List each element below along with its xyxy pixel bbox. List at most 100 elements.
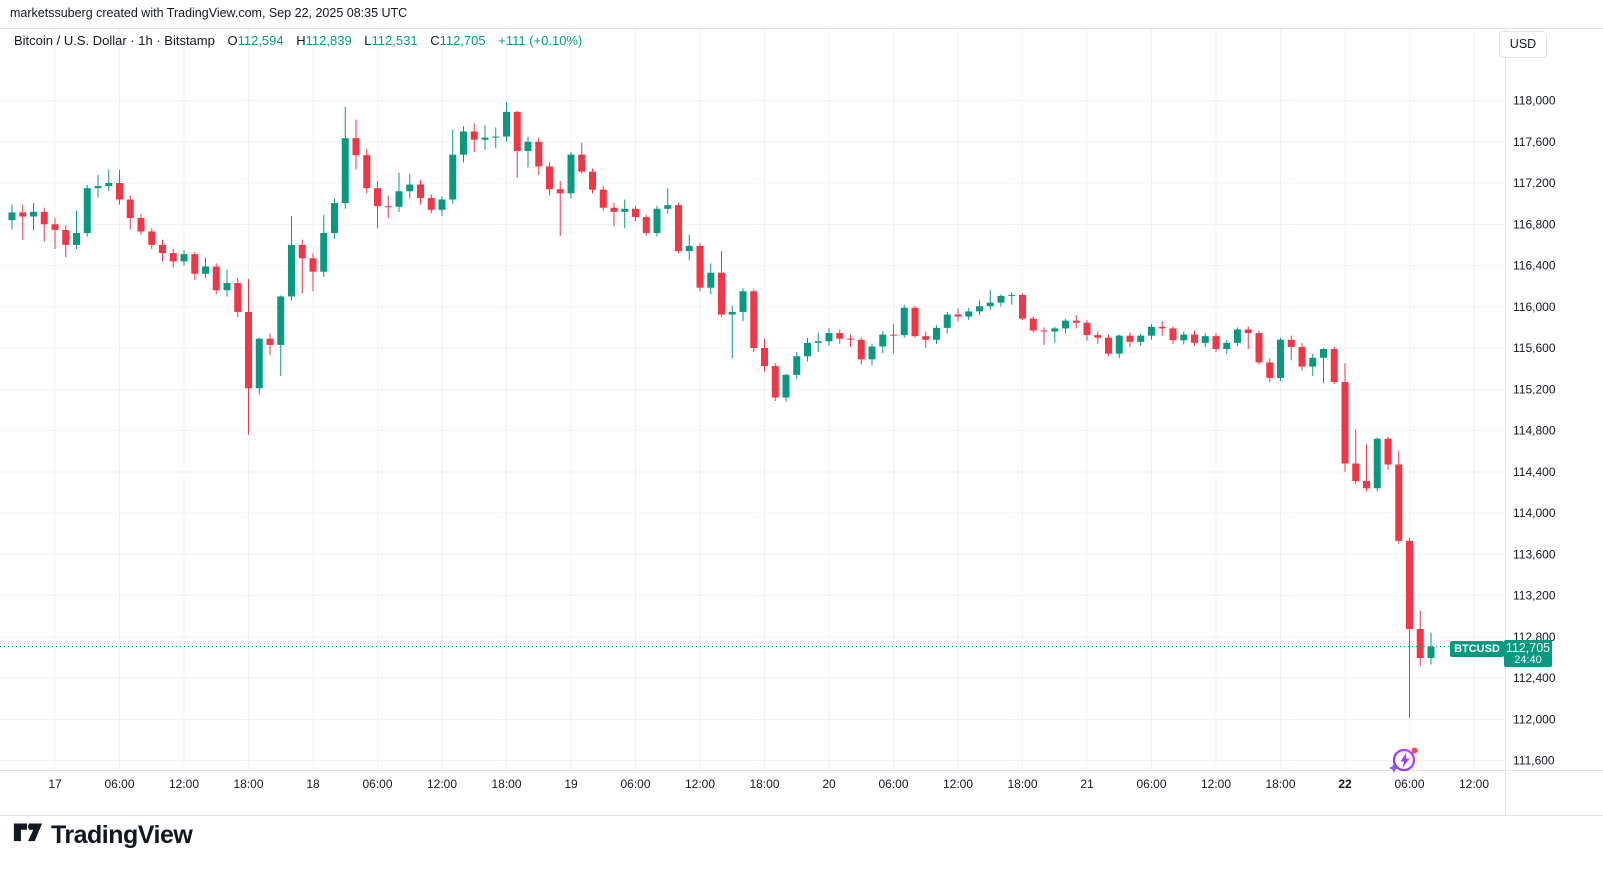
time-tick-label: 06:00 [1136,777,1166,791]
candle-body [976,306,983,312]
candle-body [739,291,747,312]
candle-body [1277,339,1284,378]
time-tick-label: 12:00 [1459,777,1489,791]
candle-body [320,233,328,272]
candle-body [546,166,553,190]
candle-body [642,217,650,234]
candle-body [513,111,521,152]
candle-body [1395,464,1403,541]
candle-body [1363,481,1370,489]
symbol-title[interactable]: Bitcoin / U.S. Dollar · 1h · Bitstamp [14,33,215,48]
candle-body [1126,335,1134,342]
candle-body [94,186,102,189]
price-tick-label: 113,200 [1513,589,1556,603]
candle-body [1072,320,1080,323]
candle-body [1244,329,1252,334]
candle-body [825,333,833,342]
price-change: +111 (+0.10%) [498,33,583,48]
candle-body [352,138,360,156]
time-tick-label: 18 [306,777,320,791]
candle-body [578,154,586,172]
candle-body [1062,320,1069,329]
price-tick-label: 114,800 [1513,424,1556,438]
spark-circle [1392,748,1416,772]
candle-body [868,346,876,360]
candle-body [1180,334,1188,341]
currency-toggle-button[interactable]: USD [1499,31,1547,58]
candle-body [1169,328,1177,341]
ohlc-high: H112,839 [296,33,351,48]
candle-body [30,211,37,217]
price-tick-label: 116,800 [1513,217,1556,231]
candle-body [116,183,123,200]
candle-body [331,203,338,234]
time-tick-label: 06:00 [362,777,392,791]
ohlc-open: O112,594 [227,33,283,48]
time-tick-label: 06:00 [620,777,650,791]
candle-body [148,231,156,245]
candle-body [911,307,919,337]
time-tick-label: 12:00 [1201,777,1231,791]
candle-body [19,212,27,217]
candle-body [1201,336,1209,343]
price-axis[interactable]: 118,000 117,600 117,200 116,800 116,400 116,0… [1513,94,1556,768]
candle-body [83,188,91,234]
sparkle-star-icon [1389,763,1399,773]
ohlc-close: C112,705 [430,33,485,48]
time-tick-label: 06:00 [104,777,134,791]
candle-body [460,131,467,155]
candle-body [1255,333,1263,363]
ohlc-low: L112,531 [364,33,417,48]
candle-body [1298,346,1306,367]
gridlines [0,28,1505,771]
candle-body [804,342,811,357]
close-value: 112,705 [439,33,486,48]
candle-body [1019,294,1026,319]
last-price-label: 112,705 24:40 [1504,640,1552,667]
candle-body [62,229,70,245]
candle-body [51,224,59,230]
time-tick-label: 12:00 [685,777,715,791]
candle-body [1223,342,1231,350]
tradingview-logo-mark [13,823,43,842]
candle-body [126,199,134,219]
time-tick-label: 12:00 [169,777,199,791]
candle-body [1234,329,1241,343]
candle-body [341,138,349,204]
tradingview-logo-text: TradingView [51,820,193,849]
candle-body [374,188,381,207]
time-tick-label: 06:00 [878,777,908,791]
candle-body [1416,629,1424,658]
time-axis[interactable]: 17 06:00 12:00 18:00 18 06:00 12:00 18:00 19 06:0… [48,777,1489,791]
candle-body [255,338,263,389]
candle-body [685,245,693,252]
candle-body [847,338,854,340]
candle-body [1105,337,1112,354]
candle-body [556,189,564,194]
spark-ai-icon[interactable] [1387,743,1419,775]
price-tick-label: 116,000 [1513,300,1556,314]
candle-body [503,111,510,137]
candle-body [105,183,113,187]
candle-body [266,338,274,345]
candle-body [1406,540,1413,630]
time-tick-label: 17 [48,777,62,791]
candle-body [277,296,285,345]
candle-body [180,254,188,262]
lightning-bolt-icon [1400,752,1410,768]
candle-body [1384,438,1392,465]
candle-body [1373,438,1381,489]
axis-borders [0,28,1603,816]
time-tick-label: 18:00 [233,777,263,791]
open-label: O [227,33,238,48]
candle-body [1094,335,1102,338]
time-tick-label: 20 [822,777,836,791]
candle-body [245,311,252,389]
tradingview-logo[interactable]: TradingView [13,820,193,850]
candle-body [761,348,768,367]
candle-body [427,197,435,210]
candle-body [922,336,930,340]
candle-body [524,141,532,152]
